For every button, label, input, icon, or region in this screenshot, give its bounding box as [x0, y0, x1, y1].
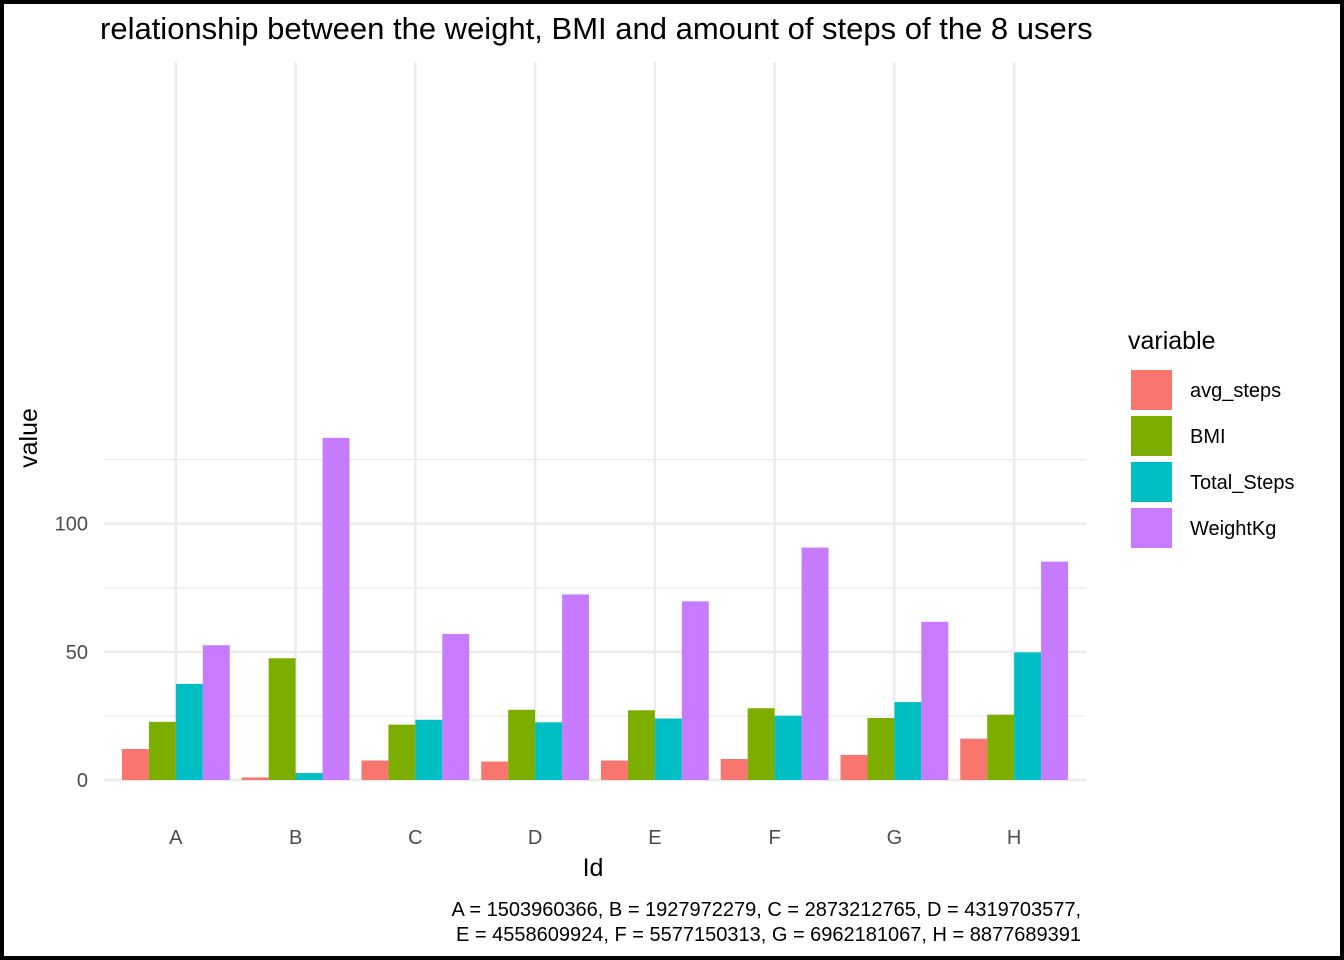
bar-Total_Steps-G [894, 702, 922, 780]
x-tick-label: D [528, 827, 542, 849]
x-tick-label: E [648, 827, 661, 849]
bar-Total_Steps-H [1014, 652, 1042, 780]
legend-label-WeightKg: WeightKg [1190, 518, 1276, 540]
y-tick-label: 0 [77, 770, 88, 792]
x-tick-label: G [887, 827, 903, 849]
bar-chart: relationship between the weight, BMI and… [15, 11, 1295, 946]
x-tick-label: C [408, 827, 422, 849]
y-axis-title: value [15, 408, 43, 468]
bar-avg_steps-C [361, 760, 389, 780]
bar-avg_steps-B [241, 777, 269, 780]
bar-BMI-B [268, 658, 296, 780]
legend-key-avg_steps [1131, 370, 1172, 410]
bar-avg_steps-F [720, 758, 748, 780]
x-tick-label: A [169, 827, 183, 849]
bar-WeightKg-A [202, 645, 230, 780]
bar-WeightKg-F [801, 547, 829, 780]
bar-BMI-G [867, 717, 895, 780]
x-tick-label: B [289, 827, 302, 849]
caption-line-2: E = 4558609924, F = 5577150313, G = 6962… [456, 924, 1081, 946]
bar-WeightKg-G [921, 621, 949, 780]
bar-Total_Steps-F [774, 715, 802, 780]
bar-BMI-D [508, 709, 536, 780]
legend-key-Total_Steps [1131, 462, 1172, 502]
bar-Total_Steps-B [295, 773, 323, 780]
legend-label-Total_Steps: Total_Steps [1190, 472, 1295, 494]
bar-WeightKg-H [1041, 561, 1069, 780]
bar-Total_Steps-C [415, 719, 443, 780]
legend: variable avg_steps BMI Total_Steps WeightKg [1128, 327, 1295, 548]
bar-WeightKg-B [322, 437, 350, 780]
bar-avg_steps-D [481, 761, 509, 780]
bar-avg_steps-E [600, 760, 628, 780]
x-tick-label: H [1007, 827, 1021, 849]
bar-Total_Steps-A [175, 683, 203, 780]
bar-Total_Steps-E [654, 718, 682, 780]
bar-Total_Steps-D [535, 722, 563, 780]
bar-WeightKg-E [681, 601, 709, 780]
legend-key-WeightKg [1131, 508, 1172, 548]
bar-avg_steps-A [121, 748, 149, 780]
bar-BMI-C [388, 724, 416, 780]
legend-key-BMI [1131, 416, 1172, 456]
legend-label-BMI: BMI [1190, 426, 1226, 448]
bar-WeightKg-D [562, 594, 590, 780]
bar-avg_steps-H [960, 738, 988, 780]
bar-BMI-E [627, 710, 655, 780]
bars [121, 437, 1069, 780]
bar-WeightKg-C [442, 633, 470, 780]
bar-avg_steps-G [840, 754, 868, 780]
x-axis-tick-labels: A B C D E F G H [169, 827, 1021, 849]
bar-BMI-F [747, 708, 775, 780]
bar-BMI-A [148, 721, 176, 780]
y-tick-label: 100 [55, 514, 88, 536]
bar-BMI-H [987, 714, 1015, 780]
x-axis-title: Id [583, 854, 604, 882]
legend-title: variable [1128, 327, 1216, 355]
legend-label-avg_steps: avg_steps [1190, 380, 1281, 402]
y-axis-tick-labels: 0 50 100 [55, 514, 88, 792]
y-tick-label: 50 [66, 642, 88, 664]
chart-title: relationship between the weight, BMI and… [100, 11, 1093, 46]
caption-line-1: A = 1503960366, B = 1927972279, C = 2873… [452, 899, 1081, 921]
x-tick-label: F [769, 827, 781, 849]
